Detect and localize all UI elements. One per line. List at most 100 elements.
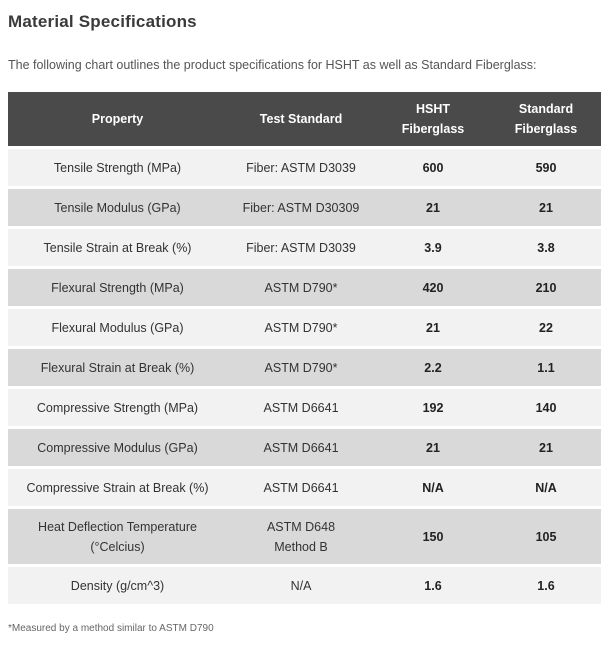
footnote: *Measured by a method similar to ASTM D7… [8, 623, 214, 634]
cell-line: 21 [426, 320, 440, 335]
cell-line: 21 [539, 440, 553, 455]
hsht-value-cell: N/A [375, 467, 491, 509]
property-cell: Flexural Strength (MPa) [8, 267, 227, 309]
hsht-value-cell: 3.9 [375, 227, 491, 269]
test-standard-cell: ASTM D790* [227, 307, 375, 349]
cell-line: 22 [539, 320, 553, 335]
standard-value-cell: 1.6 [491, 565, 601, 607]
column-header-test-standard: Test Standard [227, 92, 375, 149]
cell-line: 140 [535, 400, 557, 415]
cell-line: Flexural Strength (MPa) [51, 280, 184, 295]
test-standard-cell: ASTM D648 Method B [227, 507, 375, 567]
hsht-value-cell: 1.6 [375, 565, 491, 607]
standard-value-cell: 21 [491, 427, 601, 469]
cell-line: Tensile Strength (MPa) [53, 160, 182, 175]
table-row: Compressive Strain at Break (%) ASTM D664… [8, 467, 601, 509]
table-header: Property Test Standard HSHT Fiberglass Stand… [8, 92, 601, 149]
cell-line: 1.6 [537, 578, 555, 593]
table-row: Tensile Strength (MPa) Fiber: ASTM D3039 6… [8, 147, 601, 189]
standard-value-cell: N/A [491, 467, 601, 509]
cell-line: N/A [290, 578, 312, 593]
header-row: Property Test Standard HSHT Fiberglass Stand… [8, 92, 601, 149]
cell-line: Compressive Strain at Break (%) [26, 480, 209, 495]
page-title: Material Specifications [8, 12, 197, 31]
cell-line: Fiberglass [401, 122, 465, 136]
standard-value-cell: 210 [491, 267, 601, 309]
cell-line: Property [91, 112, 144, 126]
property-cell: Flexural Strain at Break (%) [8, 347, 227, 389]
cell-line: 3.9 [424, 240, 442, 255]
test-standard-cell: Fiber: ASTM D3039 [227, 147, 375, 189]
test-standard-cell: ASTM D6641 [227, 427, 375, 469]
test-standard-cell: ASTM D790* [227, 267, 375, 309]
table-row: Tensile Modulus (GPa) Fiber: ASTM D30309 2… [8, 187, 601, 229]
table-row: Flexural Modulus (GPa) ASTM D790* 21 22 [8, 307, 601, 349]
column-header-standard-fiberglass: Standard Fiberglass [491, 92, 601, 149]
standard-value-cell: 21 [491, 187, 601, 229]
cell-line: Flexural Modulus (GPa) [51, 320, 184, 335]
property-cell: Flexural Modulus (GPa) [8, 307, 227, 349]
test-standard-cell: Fiber: ASTM D30309 [227, 187, 375, 229]
table-row: Density (g/cm^3) N/A 1.6 1.6 [8, 565, 601, 607]
cell-line: Flexural Strain at Break (%) [40, 360, 195, 375]
cell-line: HSHT [415, 102, 451, 116]
cell-line: Method B [274, 539, 328, 554]
hsht-value-cell: 21 [375, 187, 491, 229]
cell-line: Fiber: ASTM D3039 [246, 160, 356, 175]
cell-line: 590 [535, 160, 557, 175]
cell-line: 210 [535, 280, 557, 295]
cell-line: 21 [426, 200, 440, 215]
property-cell: Heat Deflection Temperature (°Celcius) [8, 507, 227, 567]
cell-line: Fiberglass [514, 122, 578, 136]
cell-line: Fiber: ASTM D3039 [246, 240, 356, 255]
standard-value-cell: 105 [491, 507, 601, 567]
cell-line: 105 [535, 529, 557, 544]
cell-line: 192 [422, 400, 444, 415]
cell-line: Compressive Strength (MPa) [36, 400, 199, 415]
property-cell: Density (g/cm^3) [8, 565, 227, 607]
cell-line: N/A [535, 480, 557, 495]
cell-line: ASTM D790* [264, 360, 338, 375]
cell-line: 600 [422, 160, 444, 175]
property-cell: Compressive Strength (MPa) [8, 387, 227, 429]
test-standard-cell: N/A [227, 565, 375, 607]
standard-value-cell: 3.8 [491, 227, 601, 269]
test-standard-cell: Fiber: ASTM D3039 [227, 227, 375, 269]
cell-line: Tensile Strain at Break (%) [43, 240, 192, 255]
property-cell: Tensile Modulus (GPa) [8, 187, 227, 229]
cell-line: 1.1 [537, 360, 555, 375]
cell-line: 1.6 [424, 578, 442, 593]
cell-line: ASTM D6641 [263, 480, 339, 495]
standard-value-cell: 590 [491, 147, 601, 189]
cell-line: 150 [422, 529, 444, 544]
standard-value-cell: 1.1 [491, 347, 601, 389]
cell-line: N/A [422, 480, 444, 495]
property-cell: Tensile Strength (MPa) [8, 147, 227, 189]
table-row: Heat Deflection Temperature (°Celcius) AST… [8, 507, 601, 567]
cell-line: (°Celcius) [90, 539, 145, 554]
cell-line: Heat Deflection Temperature [38, 519, 197, 534]
cell-line: 420 [422, 280, 444, 295]
cell-line: Compressive Modulus (GPa) [37, 440, 198, 455]
cell-line: Tensile Modulus (GPa) [54, 200, 181, 215]
cell-line: 2.2 [424, 360, 442, 375]
cell-line: ASTM D6641 [263, 440, 339, 455]
column-header-property: Property [8, 92, 227, 149]
cell-line: ASTM D648 [266, 519, 336, 534]
hsht-value-cell: 600 [375, 147, 491, 189]
table-row: Compressive Modulus (GPa) ASTM D6641 21 21 [8, 427, 601, 469]
cell-line: Test Standard [259, 112, 343, 126]
cell-line: 21 [426, 440, 440, 455]
standard-value-cell: 140 [491, 387, 601, 429]
intro-text: The following chart outlines the product… [8, 58, 537, 72]
test-standard-cell: ASTM D790* [227, 347, 375, 389]
cell-line: ASTM D790* [264, 280, 338, 295]
spec-table: Property Test Standard HSHT Fiberglass Stand… [8, 92, 601, 607]
test-standard-cell: ASTM D6641 [227, 387, 375, 429]
hsht-value-cell: 192 [375, 387, 491, 429]
table-row: Flexural Strength (MPa) ASTM D790* 420 210 [8, 267, 601, 309]
hsht-value-cell: 2.2 [375, 347, 491, 389]
standard-value-cell: 22 [491, 307, 601, 349]
table-row: Compressive Strength (MPa) ASTM D6641 192 1… [8, 387, 601, 429]
hsht-value-cell: 21 [375, 307, 491, 349]
